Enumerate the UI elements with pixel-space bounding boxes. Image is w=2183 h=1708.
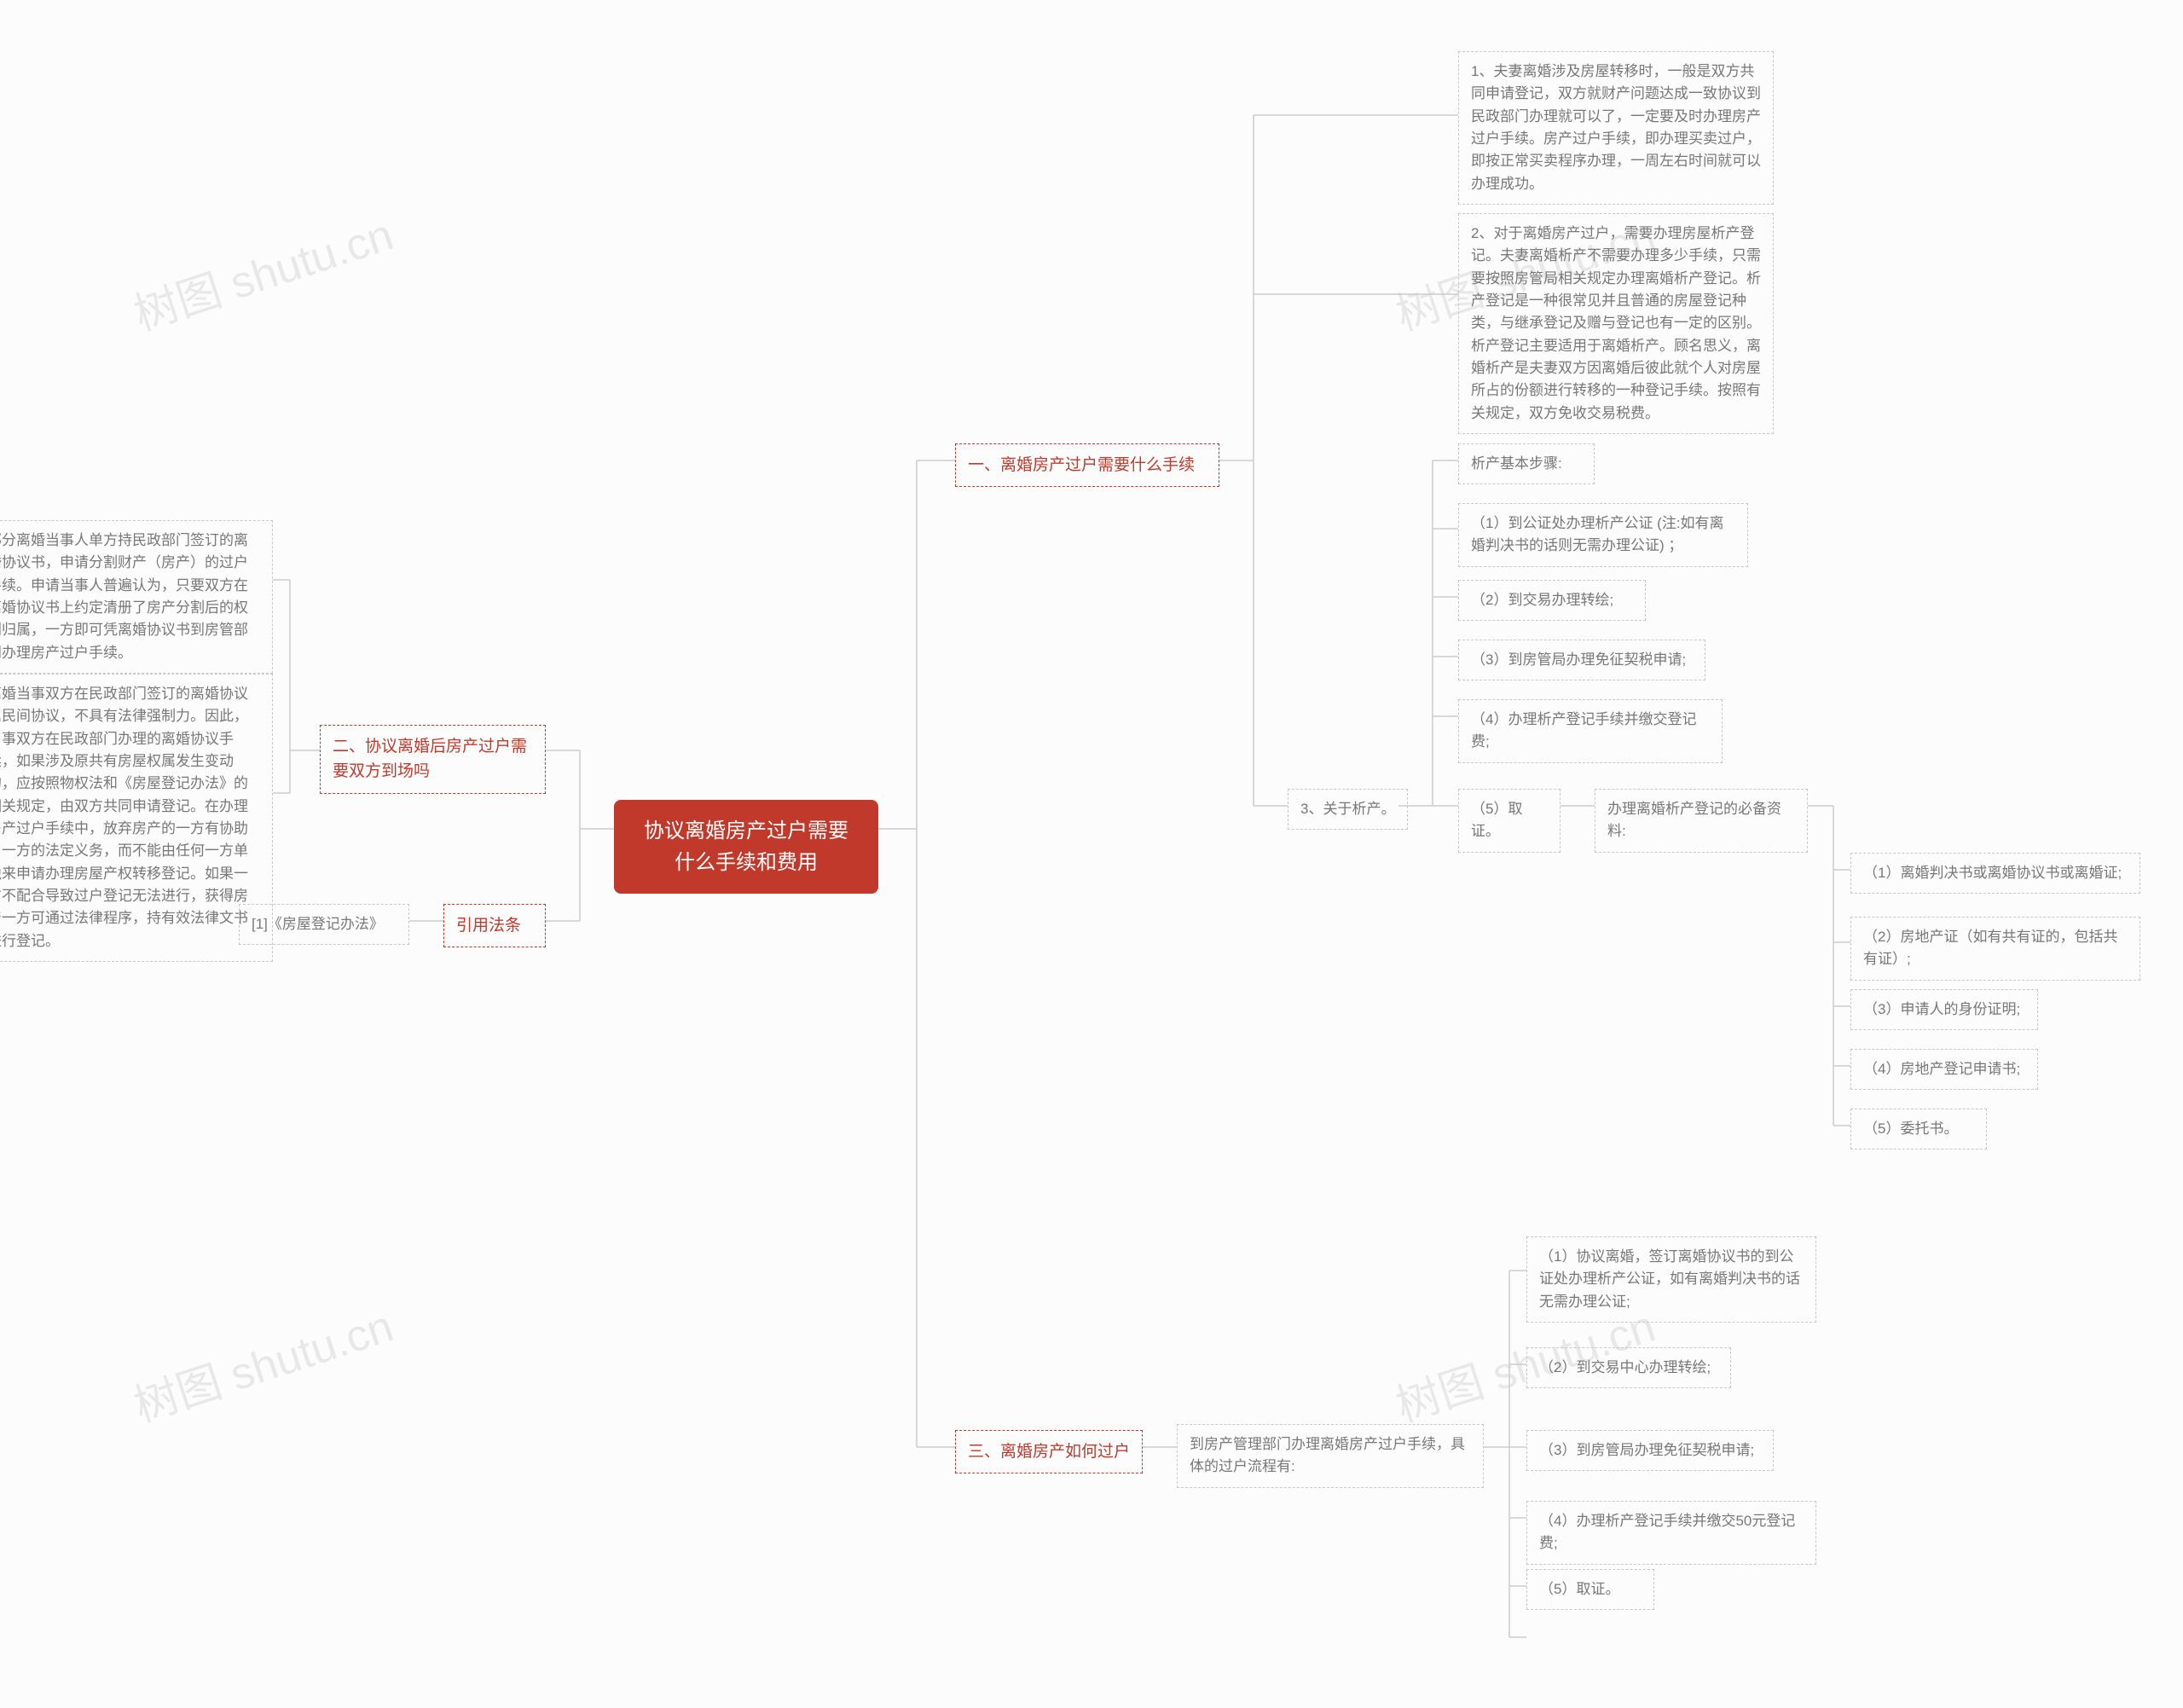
b3-step-5: （5）取证。 [1526, 1569, 1654, 1610]
b1-item-2: 2、对于离婚房产过户，需要办理房屋析产登记。夫妻离婚析产不需要办理多少手续，只需… [1458, 213, 1774, 434]
b3-step-1: （1）协议离婚，签订离婚协议书的到公证处办理析产公证，如有离婚判决书的话无需办理… [1526, 1236, 1816, 1323]
b1-doc-2: （2）房地产证（如有共有证的，包括共有证）; [1850, 917, 2140, 981]
b1-item-1: 1、夫妻离婚涉及房屋转移时，一般是双方共同申请登记，双方就财产问题达成一致协议到… [1458, 51, 1774, 205]
b1-step-4: （4）办理析产登记手续并缴交登记费; [1458, 699, 1723, 763]
b1-doc-4: （4）房地产登记申请书; [1850, 1049, 2038, 1090]
b2-item-1: 部分离婚当事人单方持民政部门签订的离婚协议书，申请分割财产（房产）的过户手续。申… [0, 520, 273, 674]
branch-ref: 引用法条 [443, 904, 546, 947]
center-node: 协议离婚房产过户需要什么手续和费用 [614, 800, 878, 894]
b1-item-3-label: 3、关于析产。 [1288, 789, 1408, 830]
b1-steps-label: 析产基本步骤: [1458, 443, 1595, 484]
b1-step-2: （2）到交易办理转绘; [1458, 580, 1646, 621]
b3-step-4: （4）办理析产登记手续并缴交50元登记费; [1526, 1501, 1816, 1565]
ref-item: [1]《房屋登记办法》 [239, 904, 409, 945]
branch-2: 二、协议离婚后房产过户需要双方到场吗 [320, 725, 546, 794]
branch-3: 三、离婚房产如何过户 [955, 1430, 1143, 1474]
b1-doc-1: （1）离婚判决书或离婚协议书或离婚证; [1850, 853, 2140, 894]
watermark: 树图 shutu.cn [124, 199, 400, 343]
branch-1: 一、离婚房产过户需要什么手续 [955, 443, 1219, 487]
b3-step-3: （3）到房管局办理免征契税申请; [1526, 1430, 1774, 1471]
b2-item-2: 离婚当事双方在民政部门签订的离婚协议属民间协议，不具有法律强制力。因此，当事双方… [0, 674, 273, 962]
watermark: 树图 shutu.cn [124, 1290, 400, 1434]
b1-doc-5: （5）委托书。 [1850, 1109, 1987, 1149]
b1-docs-label: 办理离婚析产登记的必备资料: [1595, 789, 1808, 853]
b1-step-5: （5）取证。 [1458, 789, 1561, 853]
b1-step-1: （1）到公证处办理析产公证 (注:如有离婚判决书的话则无需办理公证) ； [1458, 503, 1748, 567]
b1-doc-3: （3）申请人的身份证明; [1850, 989, 2038, 1030]
b3-step-2: （2）到交易中心办理转绘; [1526, 1347, 1731, 1388]
b3-intro: 到房产管理部门办理离婚房产过户手续，具体的过户流程有: [1177, 1424, 1484, 1488]
b1-step-3: （3）到房管局办理免征契税申请; [1458, 640, 1705, 680]
